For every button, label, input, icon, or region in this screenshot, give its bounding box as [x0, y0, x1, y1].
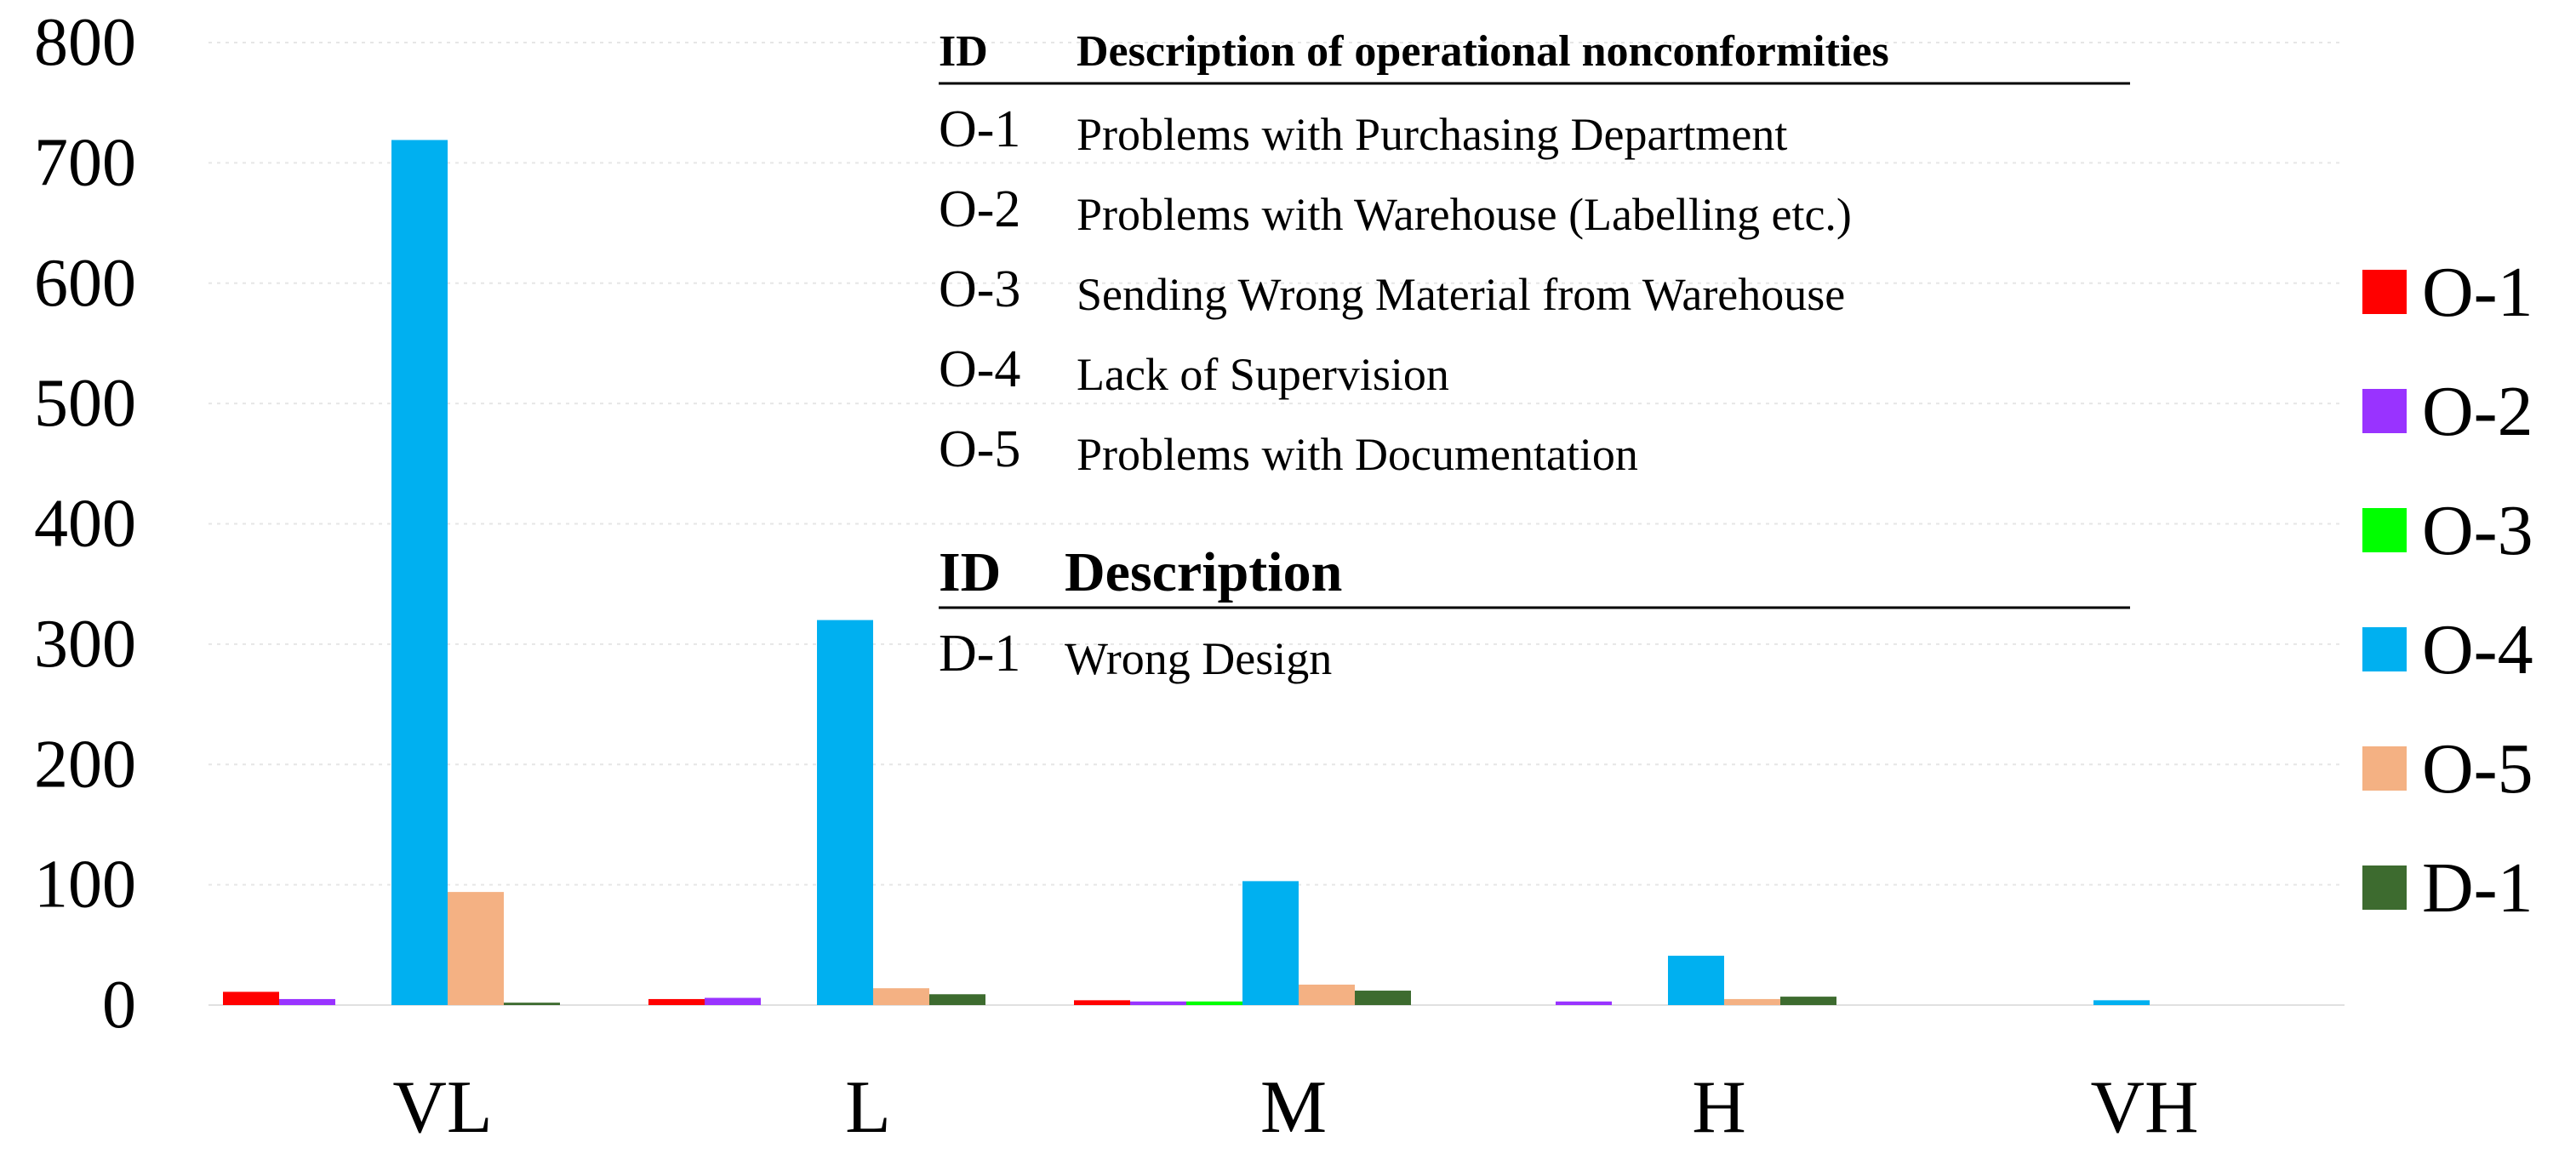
y-tick-label: 0 — [102, 968, 136, 1043]
x-tick-label: VH — [2090, 1066, 2198, 1149]
table-design: ID Description D-1 Wrong Design — [939, 541, 2130, 684]
legend-swatch-o-1 — [2362, 270, 2407, 314]
bar-o-5-l — [873, 988, 929, 1005]
bar-d-1-l — [929, 994, 985, 1005]
bar-o-2-l — [705, 997, 761, 1005]
legend-label: O-4 — [2422, 610, 2533, 689]
table1-header-desc: Description of operational nonconformiti… — [1077, 27, 1889, 76]
legend-swatch-o-4 — [2362, 627, 2407, 671]
bar-o-4-h — [1668, 956, 1724, 1005]
table-row-desc: Wrong Design — [1065, 633, 1332, 684]
bar-d-1-vl — [504, 1003, 560, 1005]
legend-swatch-o-5 — [2362, 746, 2407, 791]
x-tick-label: L — [845, 1066, 891, 1149]
table1-header-id: ID — [939, 27, 988, 76]
bar-o-4-vh — [2093, 1000, 2150, 1005]
legend-label: O-1 — [2422, 253, 2533, 332]
y-tick-label: 600 — [34, 246, 136, 321]
bar-o-1-vl — [223, 991, 279, 1005]
x-axis: VL L M H VH — [392, 1066, 2198, 1149]
y-tick-label: 100 — [34, 848, 136, 923]
x-tick-label: VL — [392, 1066, 492, 1149]
table-row-desc: Problems with Documentation — [1077, 429, 1638, 480]
bar-o-4-l — [817, 620, 873, 1005]
table-row-id: O-3 — [939, 260, 1020, 318]
x-tick-label: M — [1260, 1066, 1327, 1149]
legend: O-1 O-2 O-3 O-4 O-5 D-1 — [2362, 253, 2533, 928]
bar-o-5-m — [1299, 984, 1355, 1005]
bar-o-1-m — [1074, 1000, 1130, 1005]
table-row-id: D-1 — [939, 625, 1020, 683]
table-row-desc: Lack of Supervision — [1077, 349, 1449, 400]
table-row-desc: Problems with Purchasing Department — [1077, 109, 1787, 160]
legend-label: O-5 — [2422, 729, 2533, 808]
bar-o-5-vl — [448, 892, 504, 1005]
y-axis: 0 100 200 300 400 500 600 700 800 — [34, 5, 136, 1043]
bar-d-1-m — [1355, 991, 1411, 1005]
bar-o-2-m — [1130, 1001, 1186, 1005]
bar-o-2-h — [1556, 1001, 1612, 1005]
legend-label: D-1 — [2422, 848, 2533, 928]
table1-rows: O-1 Problems with Purchasing Department O-… — [939, 100, 1852, 480]
y-tick-label: 700 — [34, 125, 136, 200]
bar-d-1-h — [1780, 997, 1836, 1005]
table-row-id: O-1 — [939, 100, 1020, 158]
legend-swatch-o-3 — [2362, 508, 2407, 552]
table-row-desc: Sending Wrong Material from Warehouse — [1077, 269, 1845, 320]
y-tick-label: 500 — [34, 366, 136, 441]
table2-header-desc: Description — [1065, 541, 1342, 603]
bar-o-4-vl — [391, 140, 448, 1006]
legend-label: O-2 — [2422, 372, 2533, 451]
table2-header-id: ID — [939, 541, 1001, 603]
table-row-id: O-5 — [939, 420, 1020, 478]
bar-o-1-l — [648, 998, 705, 1005]
table-row-id: O-2 — [939, 180, 1020, 238]
bar-o-5-h — [1724, 998, 1780, 1005]
y-tick-label: 400 — [34, 487, 136, 562]
bars — [223, 140, 2150, 1006]
bar-o-2-vl — [279, 998, 335, 1005]
table-row-id: O-4 — [939, 340, 1020, 398]
table-row-desc: Problems with Warehouse (Labelling etc.) — [1077, 189, 1852, 240]
table2-rows: D-1 Wrong Design — [939, 625, 1332, 684]
legend-swatch-o-2 — [2362, 389, 2407, 433]
table-operational: ID Description of operational nonconform… — [939, 27, 2130, 480]
y-tick-label: 300 — [34, 607, 136, 682]
bar-o-4-m — [1242, 881, 1299, 1005]
grid-lines — [208, 42, 2345, 1006]
x-tick-label: H — [1692, 1066, 1746, 1149]
bar-o-3-m — [1186, 1001, 1242, 1005]
y-tick-label: 200 — [34, 727, 136, 802]
y-tick-label: 800 — [34, 5, 136, 80]
legend-swatch-d-1 — [2362, 866, 2407, 910]
legend-label: O-3 — [2422, 491, 2533, 570]
